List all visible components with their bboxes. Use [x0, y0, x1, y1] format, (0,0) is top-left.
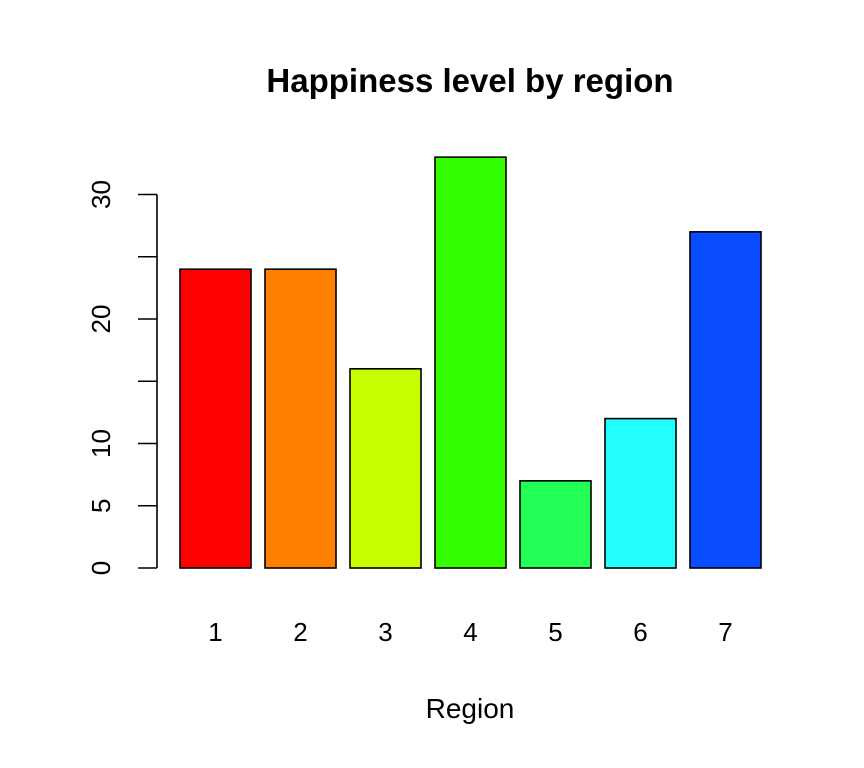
y-axis: 0 5 10 20 30 — [86, 180, 158, 575]
y-tick-label: 20 — [86, 305, 116, 334]
x-axis-label: Region — [426, 693, 515, 724]
x-tick-label: 7 — [718, 617, 732, 647]
y-tick-label: 5 — [86, 499, 116, 513]
y-tick-label: 30 — [86, 180, 116, 209]
x-tick-label: 1 — [208, 617, 222, 647]
x-tick-label: 5 — [548, 617, 562, 647]
x-tick-label: 3 — [378, 617, 392, 647]
chart-title: Happiness level by region — [266, 62, 673, 99]
y-tick-label: 0 — [86, 561, 116, 575]
bar-region-4 — [434, 156, 507, 569]
bar-region-5 — [519, 480, 592, 569]
x-axis-labels: 1 2 3 4 5 6 7 — [208, 617, 732, 647]
bar-region-2 — [264, 268, 337, 569]
y-tick-label: 10 — [86, 429, 116, 458]
bars-layer — [179, 156, 762, 569]
bar-region-3 — [349, 367, 422, 569]
bar-region-7 — [689, 231, 762, 569]
bar-region-1 — [179, 268, 252, 569]
x-tick-label: 6 — [633, 617, 647, 647]
x-tick-label: 4 — [463, 617, 477, 647]
bar-region-6 — [604, 417, 677, 569]
x-tick-label: 2 — [293, 617, 307, 647]
